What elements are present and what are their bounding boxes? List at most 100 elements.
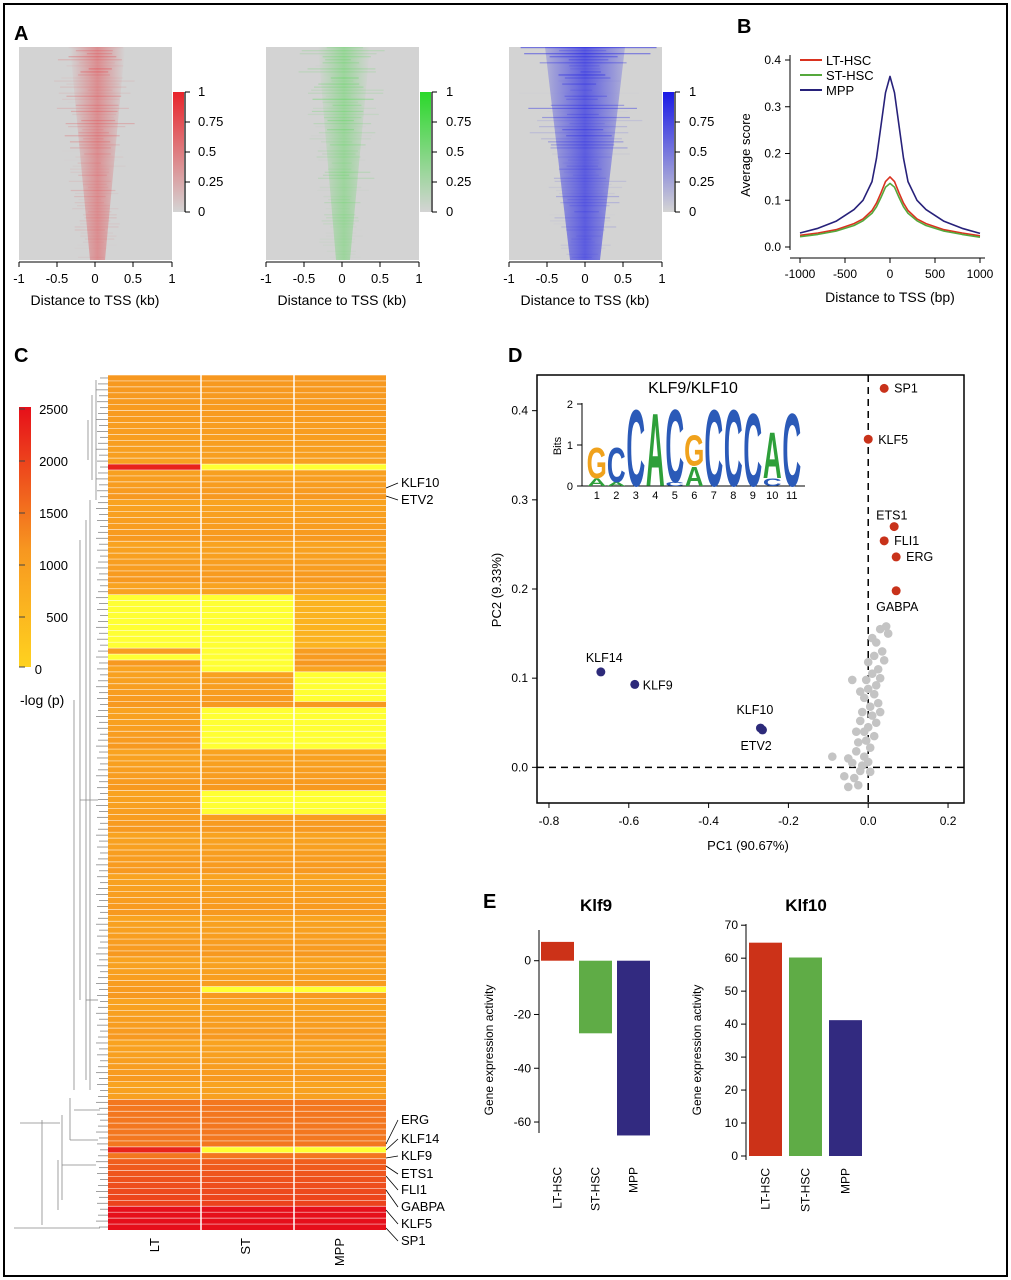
heatmap-c-cell — [201, 446, 294, 453]
cb-red-tick-1: 1 — [198, 84, 205, 99]
heatmap-c-cell — [201, 766, 294, 773]
heatmap-c-cell — [201, 725, 294, 732]
heatmap-c-cell — [201, 737, 294, 744]
heatmap-c-cell — [108, 707, 201, 714]
heatmap-c-cell — [108, 380, 201, 387]
heatmap-c-cell — [294, 749, 386, 755]
scatter-point — [855, 716, 865, 726]
panel-d-ylabel: PC2 (9.33%) — [489, 553, 504, 627]
scatter-point — [867, 711, 877, 720]
heatmap-c-cell — [201, 873, 294, 880]
heatmap-c-cell — [294, 422, 386, 429]
colorbar-c-axis: 2500 2000 1500 1000 500 0 -log (p) — [19, 402, 68, 708]
scatter-point — [853, 738, 863, 747]
logo-position: 6 — [691, 490, 697, 502]
heatmap-c-cell — [201, 1081, 294, 1088]
scatter-point — [869, 731, 879, 741]
row-label-leader — [385, 1227, 399, 1242]
scatter-point — [863, 657, 873, 667]
heatmap-c-cell — [108, 470, 201, 476]
heatmap-c-cell — [294, 535, 386, 542]
heatmap-c-cell — [108, 1016, 201, 1023]
scatter-point — [861, 736, 871, 745]
heatmap-c-cell — [108, 861, 201, 868]
heatmap-c-cell — [108, 648, 201, 655]
row-label-leader — [385, 1189, 399, 1208]
logo-letter-minor: C — [763, 477, 782, 489]
b-ytick-label: 0.0 — [764, 240, 781, 254]
heatmap-c-cell — [201, 1099, 294, 1106]
heatmap-c-cell — [108, 802, 201, 809]
scatter-label-ets1: ETS1 — [876, 509, 907, 523]
heatmap-c-cell — [108, 915, 201, 922]
heatmap-c-cell — [294, 962, 386, 969]
a1-xtick: -0.5 — [46, 271, 68, 286]
heatmap-c-cell — [294, 600, 386, 607]
heatmap-c-cell — [108, 511, 201, 518]
row-label-leader — [385, 1209, 399, 1225]
heatmap-c-cell — [108, 671, 201, 678]
heatmap-c-cell — [294, 386, 386, 393]
heatmap-c-cell — [108, 956, 201, 963]
heatmap-c-cell — [201, 375, 294, 381]
heatmap-c-cell — [108, 796, 201, 803]
heatmap-c-cell — [294, 731, 386, 738]
heatmap-c-cell — [108, 493, 201, 500]
heatmap-c-cell — [201, 891, 294, 898]
heatmap-c-cell — [201, 950, 294, 957]
scatter-label-klf9: KLF9 — [643, 678, 673, 692]
heatmap-c-cell — [294, 950, 386, 957]
row-label-etv2: ETV2 — [401, 492, 434, 507]
heatmap-c-cell — [201, 755, 294, 761]
heatmap-c-cell — [201, 1146, 294, 1153]
heatmap-c-cell — [201, 850, 294, 856]
scatter-point-ets1 — [889, 522, 899, 532]
logo-letter: G — [587, 438, 607, 488]
scatter-point — [853, 780, 863, 790]
heatmap-c-cell — [294, 1099, 386, 1106]
heatmap-c-cell — [294, 1040, 386, 1046]
a1-xtick: 0 — [91, 271, 98, 286]
heatmap-c-cell — [201, 671, 294, 678]
row-label-klf5: KLF5 — [401, 1216, 432, 1231]
heatmap-c-cell — [108, 885, 201, 892]
heatmap-c-cell — [201, 535, 294, 542]
a2-xlabel: Distance to TSS (kb) — [278, 292, 407, 308]
cb-red-tick-05: 0.5 — [198, 144, 216, 159]
heatmap-c-cell — [201, 992, 294, 999]
heatmap-c-cell — [201, 1010, 294, 1017]
heatmap-c-cell — [201, 570, 294, 577]
cb-c-tick: 2500 — [39, 402, 68, 417]
heatmap-c-cell — [294, 630, 386, 637]
d-xtick-label: 0.2 — [940, 814, 957, 828]
a1-xtick: 0.5 — [124, 271, 142, 286]
d-ytick-label: 0.2 — [511, 582, 528, 596]
heatmap-c-cell — [201, 879, 294, 886]
scatter-point-erg — [891, 552, 901, 562]
heatmap-c-cell — [294, 915, 386, 922]
heatmap-c-cell — [294, 1158, 386, 1165]
scatter-point — [883, 629, 893, 638]
heatmap-c-cell — [294, 499, 386, 506]
heatmap-c-cell — [294, 1140, 386, 1147]
heatmap-c-cell — [201, 772, 294, 779]
panel-b-yticks: 0.0 0.1 0.2 0.3 0.4 — [764, 53, 790, 254]
row-label-leader — [385, 1165, 399, 1175]
e-ytick-label: 20 — [725, 1083, 739, 1097]
heatmap-c-cell — [294, 844, 386, 850]
heatmap-c-cell — [294, 511, 386, 518]
heatmap-c-cell — [294, 891, 386, 898]
col-label-st: ST — [238, 1238, 253, 1255]
scatter-point — [843, 782, 853, 792]
cb-red-tick-0: 0 — [198, 204, 205, 219]
heatmap-c-cell — [108, 428, 201, 435]
heatmap-c — [108, 374, 386, 1230]
heatmap-c-cell — [108, 1117, 201, 1124]
b-xtick-label: 1000 — [967, 267, 994, 281]
e-category-label: LT-HSC — [759, 1168, 773, 1210]
heatmap-c-cell — [108, 808, 201, 815]
heatmap-c-cell — [294, 897, 386, 904]
heatmap-c-cell — [294, 375, 386, 381]
heatmap-c-cell — [201, 493, 294, 500]
